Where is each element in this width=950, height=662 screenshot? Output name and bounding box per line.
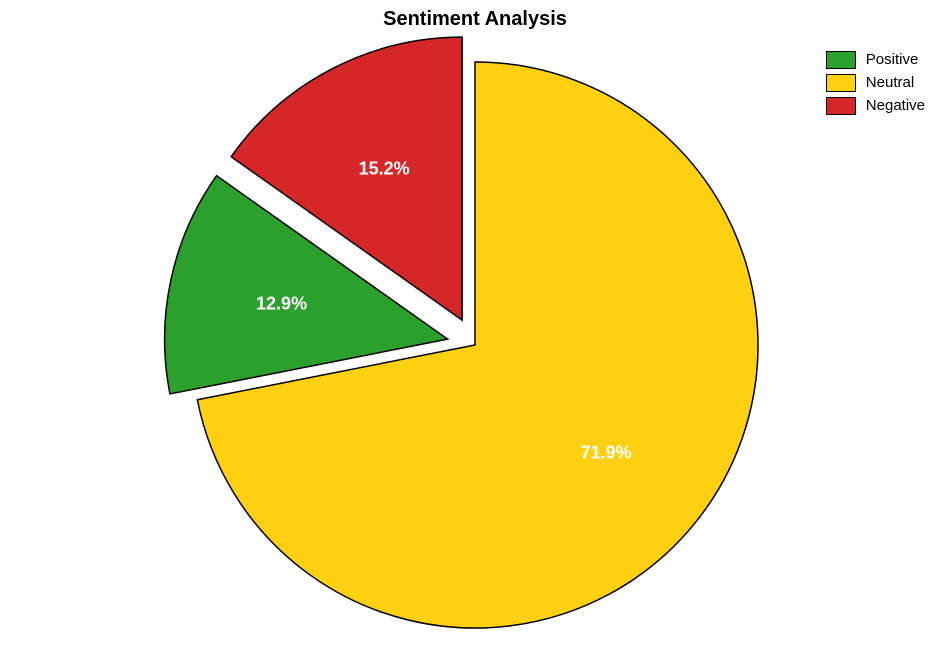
legend: Positive Neutral Negative bbox=[826, 48, 925, 117]
legend-label-positive: Positive bbox=[866, 51, 919, 68]
legend-swatch-negative bbox=[826, 97, 856, 115]
pie-label-neutral: 71.9% bbox=[581, 442, 632, 463]
pie-label-negative: 15.2% bbox=[359, 159, 410, 180]
legend-swatch-neutral bbox=[826, 74, 856, 92]
sentiment-pie-chart: Sentiment Analysis 71.9%12.9%15.2% Posit… bbox=[0, 0, 950, 662]
legend-item-positive: Positive bbox=[826, 48, 925, 71]
legend-label-negative: Negative bbox=[866, 97, 925, 114]
legend-item-neutral: Neutral bbox=[826, 71, 925, 94]
legend-item-negative: Negative bbox=[826, 94, 925, 117]
pie-label-positive: 12.9% bbox=[256, 293, 307, 314]
legend-label-neutral: Neutral bbox=[866, 74, 914, 91]
legend-swatch-positive bbox=[826, 51, 856, 69]
pie-svg bbox=[0, 0, 950, 662]
